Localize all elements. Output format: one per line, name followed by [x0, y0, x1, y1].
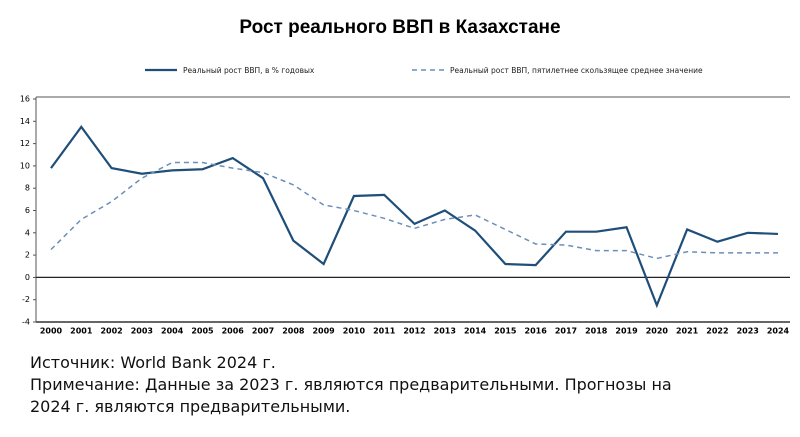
x-tick-label: 2019	[615, 327, 638, 336]
y-tick-label: 0	[25, 273, 30, 282]
legend-label: Реальный рост ВВП, в % годовых	[183, 66, 315, 75]
y-tick-label: 10	[20, 161, 30, 170]
y-tick-label: 14	[20, 117, 30, 126]
chart: Рост реального ВВП в Казахстане -4 -2 0 2 4 6…	[20, 17, 790, 336]
footnote: Источник: World Bank 2024 г. Примечание:…	[30, 352, 710, 418]
x-tick-label: 2007	[252, 327, 274, 336]
x-tick-label: 2012	[403, 327, 425, 336]
x-tick-label: 2005	[191, 327, 214, 336]
x-tick-label: 2022	[706, 327, 728, 336]
x-tick-label: 2020	[646, 327, 669, 336]
x-tick-label: 2010	[343, 327, 366, 336]
y-tick-label: 12	[20, 139, 30, 148]
y-tick-label: 2	[25, 251, 30, 260]
x-tick-label: 2000	[40, 327, 63, 336]
data-line	[50, 161, 778, 260]
legend-label: Реальный рост ВВП, пятилетнее скользящее…	[450, 66, 703, 75]
x-tick-label: 2023	[737, 327, 759, 336]
x-tick-label: 2018	[585, 327, 608, 336]
x-tick-label: 2016	[525, 327, 548, 336]
chart-title: Рост реального ВВП в Казахстане	[239, 17, 560, 38]
y-tick-label: 16	[20, 95, 30, 104]
x-tick-label: 2008	[282, 327, 305, 336]
y-tick-label: -2	[22, 295, 30, 304]
x-tick-label: 2002	[100, 327, 122, 336]
x-tick-label: 2013	[434, 327, 456, 336]
x-tick-label: 2009	[312, 327, 335, 336]
x-tick-label: 2001	[70, 327, 93, 336]
x-tick-label: 2021	[676, 327, 699, 336]
y-tick-label: 6	[25, 206, 30, 215]
x-tick-label: 2015	[494, 327, 517, 336]
x-tick-label: 2003	[131, 327, 153, 336]
data-line	[50, 125, 779, 309]
x-tick-label: 2017	[555, 327, 577, 336]
x-tick-label: 2024	[767, 327, 790, 336]
y-tick-label: 8	[25, 184, 30, 193]
x-tick-label: 2004	[161, 327, 184, 336]
x-tick-label: 2014	[464, 327, 487, 336]
note: Примечание: Данные за 2023 г. являются п…	[30, 375, 672, 416]
x-tick-label: 2011	[373, 327, 396, 336]
x-tick-label: 2006	[222, 327, 245, 336]
y-tick-label: 4	[25, 228, 30, 237]
source: Источник: World Bank 2024 г.	[30, 353, 276, 372]
y-tick-label: -4	[22, 318, 30, 327]
